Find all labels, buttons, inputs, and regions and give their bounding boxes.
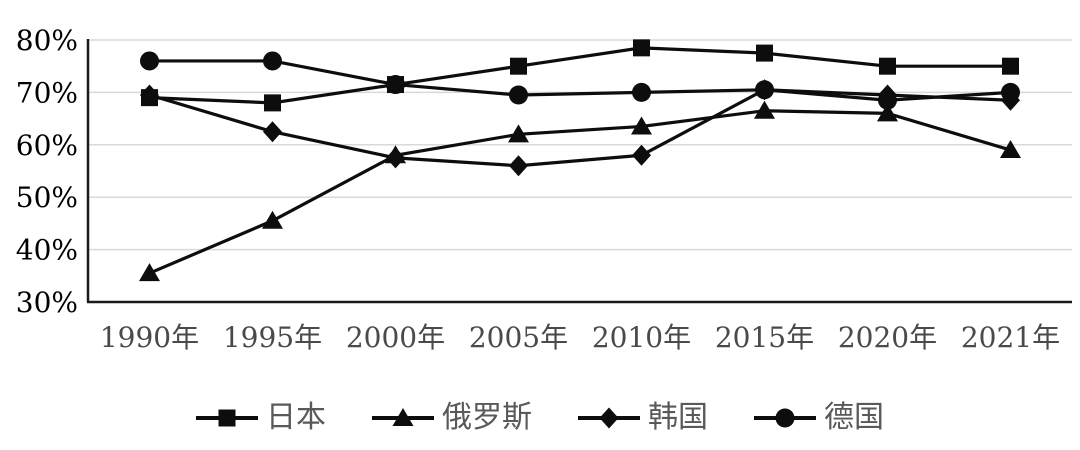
series-俄罗斯-marker-1990年: [139, 263, 160, 282]
series-德国-marker-1990年: [140, 51, 159, 71]
legend-label-俄罗斯: 俄罗斯: [442, 400, 532, 435]
y-tick-label-80%: 80%: [16, 24, 78, 57]
chart-canvas: 80% 70% 60% 50% 40% 30% 1990年 1995年 2000年 2005年 20…: [16, 24, 1072, 354]
triangle-icon: [372, 408, 434, 426]
x-tick-label-2021年: 2021年: [961, 321, 1060, 354]
series-日本-marker-2021年: [1002, 57, 1019, 75]
series-德国-marker-1995年: [263, 51, 282, 71]
legend-marker-德国: [775, 408, 795, 428]
series-日本: [141, 39, 1019, 112]
legend-marker-日本: [218, 409, 236, 427]
y-tick-label-50%: 50%: [16, 181, 78, 214]
series-韩国-line: [149, 88, 1011, 168]
series-德国: [140, 51, 1020, 110]
x-tick-label-2020年: 2020年: [838, 321, 937, 354]
x-tick-label-2000年: 2000年: [346, 321, 445, 354]
x-tick-label-2015年: 2015年: [715, 321, 814, 354]
legend-item-日本: 日本: [196, 403, 326, 433]
series-日本-line: [149, 46, 1011, 105]
series-德国-line: [149, 59, 1011, 102]
series-韩国-marker-1995年: [263, 121, 282, 143]
legend-item-俄罗斯: 俄罗斯: [372, 403, 532, 433]
series-日本-marker-1990年: [141, 89, 158, 107]
series-德国-marker-2010年: [632, 82, 651, 102]
y-tick-label-70%: 70%: [16, 76, 78, 109]
square-icon: [196, 409, 258, 427]
series-日本-marker-2020年: [879, 57, 896, 75]
series-俄罗斯-marker-2005年: [508, 124, 529, 143]
y-tick-label-30%: 30%: [16, 286, 78, 319]
legend-label-德国: 德国: [824, 400, 884, 435]
series-俄罗斯-line: [148, 109, 1011, 275]
series-日本-marker-2015年: [756, 44, 773, 62]
x-tick-label-2005年: 2005年: [469, 321, 568, 354]
legend-item-韩国: 韩国: [578, 403, 708, 433]
series-德国-marker-2021年: [1001, 82, 1020, 102]
series-日本-marker-1995年: [264, 94, 281, 112]
series-韩国-marker-2010年: [632, 144, 651, 166]
series-日本-marker-2010年: [633, 39, 650, 57]
series-俄罗斯-marker-1995年: [262, 210, 283, 229]
series-韩国-marker-2005年: [509, 155, 528, 177]
series-德国-marker-2015年: [755, 80, 774, 100]
series-日本-marker-2000年: [387, 76, 404, 94]
series-韩国-marker-2000年: [386, 147, 405, 169]
diamond-icon: [578, 407, 640, 429]
circle-icon: [754, 408, 816, 428]
x-tick-label-1990年: 1990年: [100, 321, 199, 354]
chart-legend: 日本 俄罗斯 韩国 德国: [0, 392, 1080, 444]
series-俄罗斯-marker-2010年: [631, 116, 652, 135]
legend-marker-俄罗斯: [392, 408, 414, 426]
legend-label-日本: 日本: [266, 400, 326, 435]
legend-marker-韩国: [599, 407, 619, 429]
series-俄罗斯-marker-2020年: [877, 103, 898, 122]
y-tick-label-60%: 60%: [16, 129, 78, 162]
series-日本-marker-2005年: [510, 57, 527, 75]
series-俄罗斯-marker-2021年: [1000, 140, 1021, 159]
series-德国-marker-2005年: [509, 85, 528, 105]
series-俄罗斯-marker-2015年: [754, 100, 775, 119]
x-tick-label-2010年: 2010年: [592, 321, 691, 354]
y-tick-label-40%: 40%: [16, 234, 78, 267]
series-德国-marker-2020年: [878, 90, 897, 110]
x-tick-label-1995年: 1995年: [223, 321, 322, 354]
legend-item-德国: 德国: [754, 403, 884, 433]
legend-label-韩国: 韩国: [648, 400, 708, 435]
